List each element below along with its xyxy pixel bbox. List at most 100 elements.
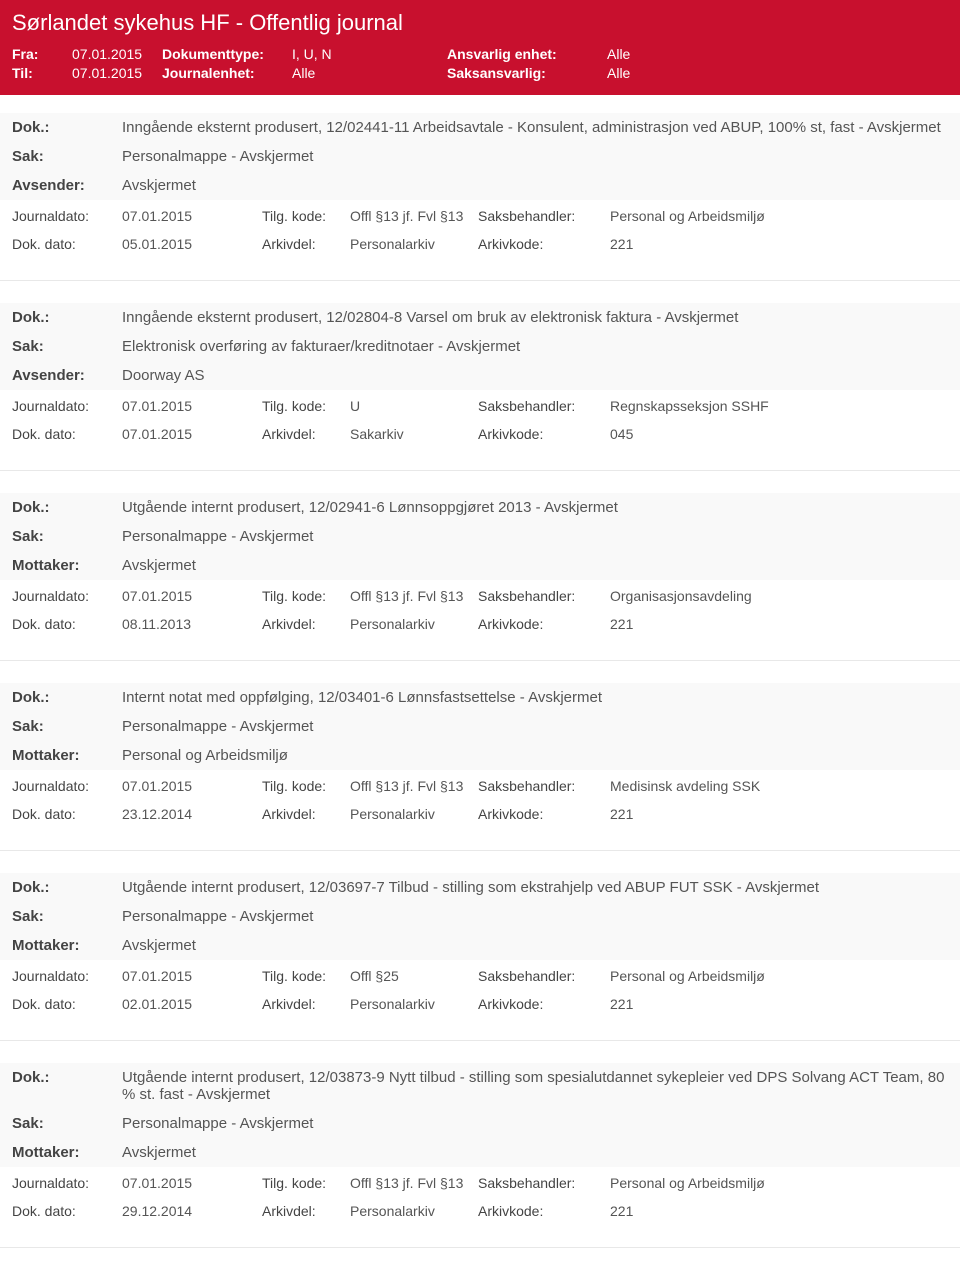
- journal-entry: Dok.:Utgående internt produsert, 12/0369…: [0, 873, 960, 1041]
- value-tilgkode: Offl §13 jf. Fvl §13: [350, 1175, 478, 1191]
- header-row-1: Fra: 07.01.2015 Dokumenttype: I, U, N An…: [12, 46, 948, 62]
- label-tilgkode: Tilg. kode:: [262, 1175, 350, 1191]
- entry-summary: Dok.:Internt notat med oppfølging, 12/03…: [0, 683, 960, 770]
- label-arkivkode: Arkivkode:: [478, 426, 610, 442]
- label-dokdato: Dok. dato:: [12, 806, 122, 822]
- label-journaldato: Journaldato:: [12, 778, 122, 794]
- value-dokdato: 29.12.2014: [122, 1203, 262, 1219]
- journal-entry: Dok.:Inngående eksternt produsert, 12/02…: [0, 113, 960, 281]
- value-tilgkode: Offl §13 jf. Fvl §13: [350, 588, 478, 604]
- entry-details: Journaldato: 07.01.2015 Tilg. kode: Offl…: [0, 200, 960, 258]
- entry-summary: Dok.:Utgående internt produsert, 12/0294…: [0, 493, 960, 580]
- value-saksansv: Alle: [607, 65, 630, 81]
- value-dok: Inngående eksternt produsert, 12/02804-8…: [122, 309, 948, 326]
- value-party: Doorway AS: [122, 367, 948, 384]
- label-arkivdel: Arkivdel:: [262, 426, 350, 442]
- value-saksbeh: Personal og Arbeidsmiljø: [610, 208, 765, 224]
- value-party: Avskjermet: [122, 557, 948, 574]
- value-jenhet: Alle: [292, 65, 447, 81]
- value-arkivdel: Personalarkiv: [350, 1203, 478, 1219]
- label-dok: Dok.:: [12, 499, 122, 516]
- label-dok: Dok.:: [12, 119, 122, 136]
- label-saksbeh: Saksbehandler:: [478, 968, 610, 984]
- label-tilgkode: Tilg. kode:: [262, 398, 350, 414]
- label-tilgkode: Tilg. kode:: [262, 588, 350, 604]
- page-header: Sørlandet sykehus HF - Offentlig journal…: [0, 0, 960, 95]
- label-doktype: Dokumenttype:: [162, 46, 292, 62]
- value-fra: 07.01.2015: [72, 46, 162, 62]
- journal-entry: Dok.:Utgående internt produsert, 12/0387…: [0, 1063, 960, 1248]
- label-arkivkode: Arkivkode:: [478, 616, 610, 632]
- entry-details: Journaldato: 07.01.2015 Tilg. kode: U Sa…: [0, 390, 960, 448]
- label-journaldato: Journaldato:: [12, 398, 122, 414]
- value-dok: Utgående internt produsert, 12/02941-6 L…: [122, 499, 948, 516]
- label-til: Til:: [12, 65, 72, 81]
- label-dokdato: Dok. dato:: [12, 426, 122, 442]
- label-arkivkode: Arkivkode:: [478, 996, 610, 1012]
- label-sak: Sak:: [12, 338, 122, 355]
- header-row-2: Til: 07.01.2015 Journalenhet: Alle Saksa…: [12, 65, 948, 81]
- value-dokdato: 23.12.2014: [122, 806, 262, 822]
- label-saksbeh: Saksbehandler:: [478, 778, 610, 794]
- label-dokdato: Dok. dato:: [12, 996, 122, 1012]
- value-arkivdel: Personalarkiv: [350, 236, 478, 252]
- entry-summary: Dok.:Utgående internt produsert, 12/0387…: [0, 1063, 960, 1167]
- label-saksbeh: Saksbehandler:: [478, 398, 610, 414]
- value-dokdato: 07.01.2015: [122, 426, 262, 442]
- value-sak: Elektronisk overføring av fakturaer/kred…: [122, 338, 948, 355]
- value-journaldato: 07.01.2015: [122, 1175, 262, 1191]
- label-party: Mottaker:: [12, 937, 122, 954]
- label-dok: Dok.:: [12, 309, 122, 326]
- label-saksbeh: Saksbehandler:: [478, 208, 610, 224]
- value-party: Avskjermet: [122, 1144, 948, 1161]
- label-arkivdel: Arkivdel:: [262, 616, 350, 632]
- value-saksbeh: Personal og Arbeidsmiljø: [610, 1175, 765, 1191]
- label-journaldato: Journaldato:: [12, 1175, 122, 1191]
- value-dokdato: 02.01.2015: [122, 996, 262, 1012]
- value-tilgkode: U: [350, 398, 478, 414]
- value-saksbeh: Organisasjonsavdeling: [610, 588, 752, 604]
- value-journaldato: 07.01.2015: [122, 588, 262, 604]
- label-journaldato: Journaldato:: [12, 968, 122, 984]
- value-arkivkode: 221: [610, 616, 633, 632]
- label-saksansv: Saksansvarlig:: [447, 65, 607, 81]
- label-journaldato: Journaldato:: [12, 588, 122, 604]
- label-dokdato: Dok. dato:: [12, 1203, 122, 1219]
- label-sak: Sak:: [12, 718, 122, 735]
- value-doktype: I, U, N: [292, 46, 447, 62]
- entry-details: Journaldato: 07.01.2015 Tilg. kode: Offl…: [0, 960, 960, 1018]
- label-party: Avsender:: [12, 367, 122, 384]
- value-saksbeh: Regnskapsseksjon SSHF: [610, 398, 769, 414]
- value-saksbeh: Medisinsk avdeling SSK: [610, 778, 760, 794]
- value-arkivdel: Personalarkiv: [350, 806, 478, 822]
- value-til: 07.01.2015: [72, 65, 162, 81]
- label-sak: Sak:: [12, 528, 122, 545]
- label-tilgkode: Tilg. kode:: [262, 208, 350, 224]
- value-party: Avskjermet: [122, 177, 948, 194]
- value-ansvenhet: Alle: [607, 46, 630, 62]
- label-party: Avsender:: [12, 177, 122, 194]
- value-arkivdel: Personalarkiv: [350, 996, 478, 1012]
- value-journaldato: 07.01.2015: [122, 208, 262, 224]
- entry-details: Journaldato: 07.01.2015 Tilg. kode: Offl…: [0, 580, 960, 638]
- value-tilgkode: Offl §13 jf. Fvl §13: [350, 778, 478, 794]
- label-sak: Sak:: [12, 148, 122, 165]
- value-dok: Inngående eksternt produsert, 12/02441-1…: [122, 119, 948, 136]
- label-sak: Sak:: [12, 908, 122, 925]
- entry-summary: Dok.:Inngående eksternt produsert, 12/02…: [0, 303, 960, 390]
- label-party: Mottaker:: [12, 557, 122, 574]
- entry-summary: Dok.:Inngående eksternt produsert, 12/02…: [0, 113, 960, 200]
- value-arkivkode: 045: [610, 426, 633, 442]
- label-arkivdel: Arkivdel:: [262, 996, 350, 1012]
- label-arkivdel: Arkivdel:: [262, 236, 350, 252]
- value-arkivkode: 221: [610, 806, 633, 822]
- value-arkivkode: 221: [610, 996, 633, 1012]
- value-party: Avskjermet: [122, 937, 948, 954]
- value-arkivdel: Sakarkiv: [350, 426, 478, 442]
- label-dokdato: Dok. dato:: [12, 236, 122, 252]
- label-journaldato: Journaldato:: [12, 208, 122, 224]
- journal-entry: Dok.:Internt notat med oppfølging, 12/03…: [0, 683, 960, 851]
- value-tilgkode: Offl §25: [350, 968, 478, 984]
- label-dok: Dok.:: [12, 879, 122, 896]
- label-party: Mottaker:: [12, 747, 122, 764]
